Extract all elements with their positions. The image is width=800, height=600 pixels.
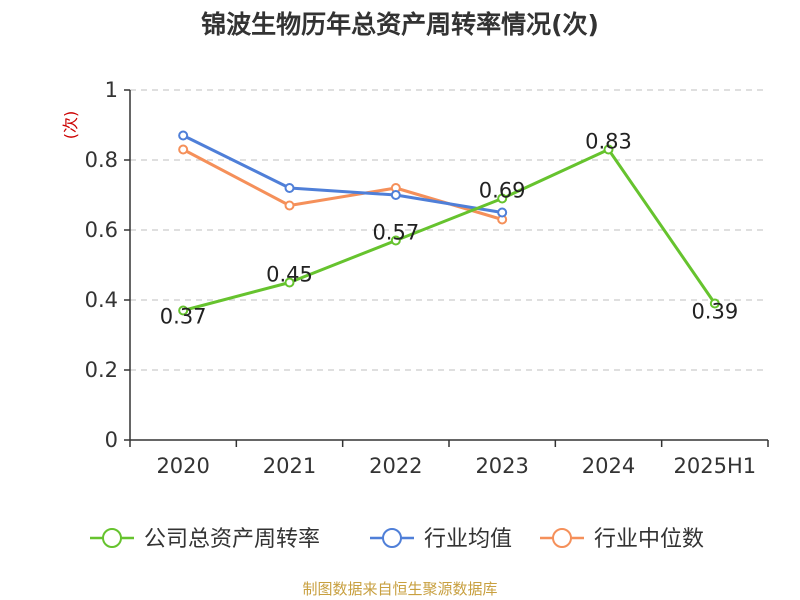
x-tick-label: 2022 xyxy=(369,454,422,478)
x-tick-label: 2020 xyxy=(156,454,209,478)
legend-marker xyxy=(382,528,402,548)
source-note: 制图数据来自恒生聚源数据库 xyxy=(302,580,497,598)
y-tick-label: 0.2 xyxy=(85,358,118,382)
data-point xyxy=(497,193,508,204)
data-label: 0.45 xyxy=(266,263,313,287)
y-tick-label: 0.4 xyxy=(85,288,118,312)
data-labels: 0.37 0.45 0.57 0.69 0.83 0.39 xyxy=(160,130,738,329)
y-tick-label: 0 xyxy=(105,428,118,452)
data-point xyxy=(497,207,508,218)
data-point xyxy=(178,130,189,141)
x-tick-label: 2024 xyxy=(582,454,635,478)
x-tick-label: 2023 xyxy=(475,454,528,478)
y-axis-label: (次) xyxy=(61,111,80,140)
legend-item[interactable]: 公司总资产周转率 xyxy=(90,527,320,552)
data-point xyxy=(284,183,295,193)
x-tick-label: 2025H1 xyxy=(674,454,757,478)
legend-marker xyxy=(552,528,572,548)
series-0 xyxy=(178,144,720,316)
grid xyxy=(130,89,768,371)
legend-marker xyxy=(102,528,122,548)
data-label: 0.57 xyxy=(372,221,419,245)
data-point xyxy=(390,235,401,246)
data-point xyxy=(284,200,295,211)
data-label: 0.39 xyxy=(691,300,738,324)
legend-label: 行业中位数 xyxy=(594,527,704,552)
data-label: 0.83 xyxy=(585,130,632,154)
y-tick-label: 1 xyxy=(105,78,118,102)
series-line xyxy=(182,148,717,312)
data-point xyxy=(284,277,295,288)
y-tick-label: 0.8 xyxy=(85,148,118,172)
data-point xyxy=(178,144,189,155)
y-tick-label: 0.6 xyxy=(85,218,118,242)
legend-label: 公司总资产周转率 xyxy=(144,527,320,552)
x-tick-label: 2021 xyxy=(263,454,316,478)
series-line xyxy=(182,134,503,214)
data-label: 0.37 xyxy=(160,305,207,329)
data-label: 0.69 xyxy=(479,179,526,203)
axes: 0 0.2 0.4 0.6 0.8 1 2020 2021 2022 2023 2024 2025H1 xyxy=(85,78,769,478)
data-point xyxy=(709,298,720,309)
legend[interactable]: 公司总资产周转率 行业均值 行业中位数 xyxy=(90,527,704,552)
legend-label: 行业均值 xyxy=(424,527,512,552)
series-1 xyxy=(178,130,508,218)
data-point xyxy=(603,144,614,155)
data-point xyxy=(178,305,189,316)
chart-title: 锦波生物历年总资产周转率情况(次) xyxy=(201,10,599,39)
data-point xyxy=(390,190,401,200)
legend-item[interactable]: 行业均值 xyxy=(370,527,512,552)
legend-item[interactable]: 行业中位数 xyxy=(540,527,704,552)
series xyxy=(178,130,720,316)
